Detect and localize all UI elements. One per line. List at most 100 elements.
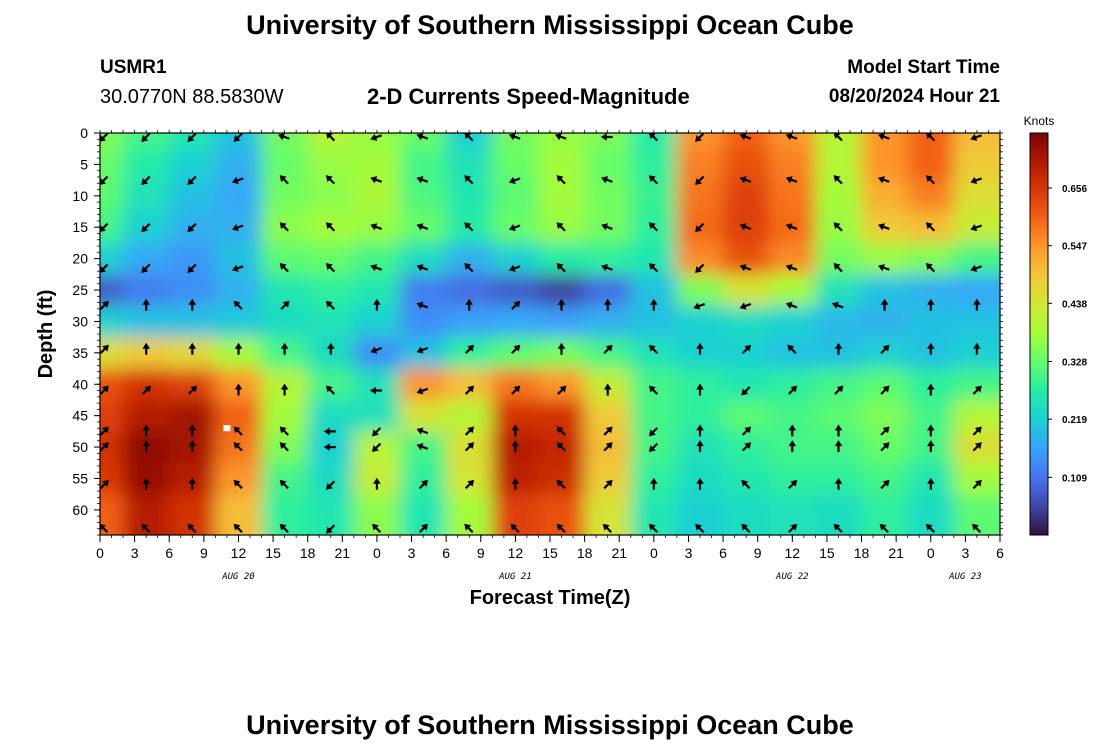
current-arrow <box>233 426 243 436</box>
current-arrow <box>696 424 704 437</box>
heat-cell <box>123 180 171 213</box>
x-tick-label: 6 <box>719 545 727 561</box>
heat-cell <box>861 148 909 181</box>
current-arrow <box>603 426 613 436</box>
heat-cell <box>538 305 586 338</box>
current-arrow <box>741 442 752 452</box>
heat-cell <box>307 368 355 401</box>
heat-cell <box>953 337 1000 370</box>
heat-cell <box>215 399 263 433</box>
current-arrow <box>785 133 798 141</box>
y-tick-label: 35 <box>72 345 88 361</box>
current-arrow <box>100 175 109 186</box>
x-tick-label: 6 <box>996 545 1004 561</box>
heat-cell <box>353 148 401 181</box>
heat-cell <box>100 274 124 307</box>
heat-cell <box>100 462 124 495</box>
heat-cell <box>953 494 1000 535</box>
heat-cell <box>861 368 909 401</box>
heat-cell <box>723 337 771 370</box>
x-tick-label: 18 <box>300 545 316 561</box>
heat-cell <box>538 494 586 535</box>
heat-cell <box>215 494 263 535</box>
current-arrow <box>418 479 429 490</box>
x-tick-label: 9 <box>200 545 208 561</box>
current-arrow <box>696 477 704 490</box>
current-arrow <box>601 223 613 231</box>
heat-cell <box>953 133 1000 150</box>
x-tick-label: 6 <box>442 545 450 561</box>
heat-cell <box>492 305 540 338</box>
heat-cell <box>815 242 863 276</box>
heat-cell <box>400 148 447 181</box>
heat-cell <box>630 399 678 433</box>
current-arrow <box>369 386 382 395</box>
station-id: USMR1 <box>100 57 167 78</box>
heat-cell <box>307 133 355 150</box>
current-arrow <box>464 133 474 142</box>
current-arrow <box>695 523 705 534</box>
current-arrow <box>603 344 613 355</box>
colorbar-gradient <box>1029 132 1049 536</box>
heat-cell <box>215 148 263 181</box>
y-tick-label: 45 <box>72 408 88 424</box>
colorbar-tick-label: 0.109 <box>1062 473 1087 484</box>
current-arrow <box>323 443 336 451</box>
date-label: AUG 20 <box>221 572 255 582</box>
current-arrow <box>464 523 474 534</box>
current-arrow <box>880 426 890 436</box>
heat-cell <box>169 305 217 338</box>
x-tick-label: 12 <box>508 545 524 561</box>
current-arrow <box>233 479 243 490</box>
current-arrow <box>739 133 752 141</box>
current-arrow <box>142 342 150 355</box>
current-arrow <box>233 300 243 311</box>
current-arrow <box>880 442 890 452</box>
x-tick-label: 0 <box>927 545 935 561</box>
station-coordinates: 30.0770N 88.5830W <box>100 86 284 108</box>
heat-cell <box>630 337 678 370</box>
current-arrow <box>279 426 289 436</box>
current-arrow <box>972 442 982 452</box>
heat-cell <box>676 274 724 307</box>
y-tick-label: 30 <box>72 313 88 329</box>
heat-cell <box>676 494 724 535</box>
heat-cell <box>492 337 540 370</box>
current-arrow <box>141 385 152 395</box>
heat-cell <box>538 462 586 495</box>
heat-cell <box>353 494 401 535</box>
current-arrow <box>741 523 751 534</box>
current-arrow <box>187 263 197 273</box>
heat-cell <box>446 180 494 213</box>
heat-cell <box>123 494 171 535</box>
y-tick-label: 10 <box>72 188 88 204</box>
current-arrow <box>373 477 381 490</box>
heat-cell <box>861 337 909 370</box>
heat-cell <box>446 368 494 401</box>
current-arrow <box>603 479 613 490</box>
heat-cell <box>769 368 817 401</box>
heat-cell <box>123 368 171 401</box>
current-arrow <box>926 342 935 355</box>
current-arrow <box>416 176 429 184</box>
heat-cell <box>861 399 909 433</box>
current-arrow <box>464 263 474 273</box>
heat-cell <box>307 462 355 495</box>
heat-cell <box>492 274 540 307</box>
current-arrow <box>970 176 982 185</box>
heat-cell <box>353 180 401 213</box>
current-arrow <box>100 442 109 452</box>
current-arrow <box>279 222 289 232</box>
current-arrow <box>970 133 982 141</box>
x-tick-label: 21 <box>888 545 904 561</box>
heat-cell <box>446 305 494 338</box>
y-tick-label: 40 <box>72 376 88 392</box>
current-arrow <box>187 523 197 534</box>
x-tick-label: 15 <box>819 545 835 561</box>
current-arrow <box>141 263 151 273</box>
y-tick-label: 25 <box>72 282 88 298</box>
current-arrow <box>464 479 475 490</box>
heat-cell <box>400 399 447 433</box>
current-arrow <box>648 523 659 534</box>
colorbar-tick-label: 0.328 <box>1062 358 1087 369</box>
